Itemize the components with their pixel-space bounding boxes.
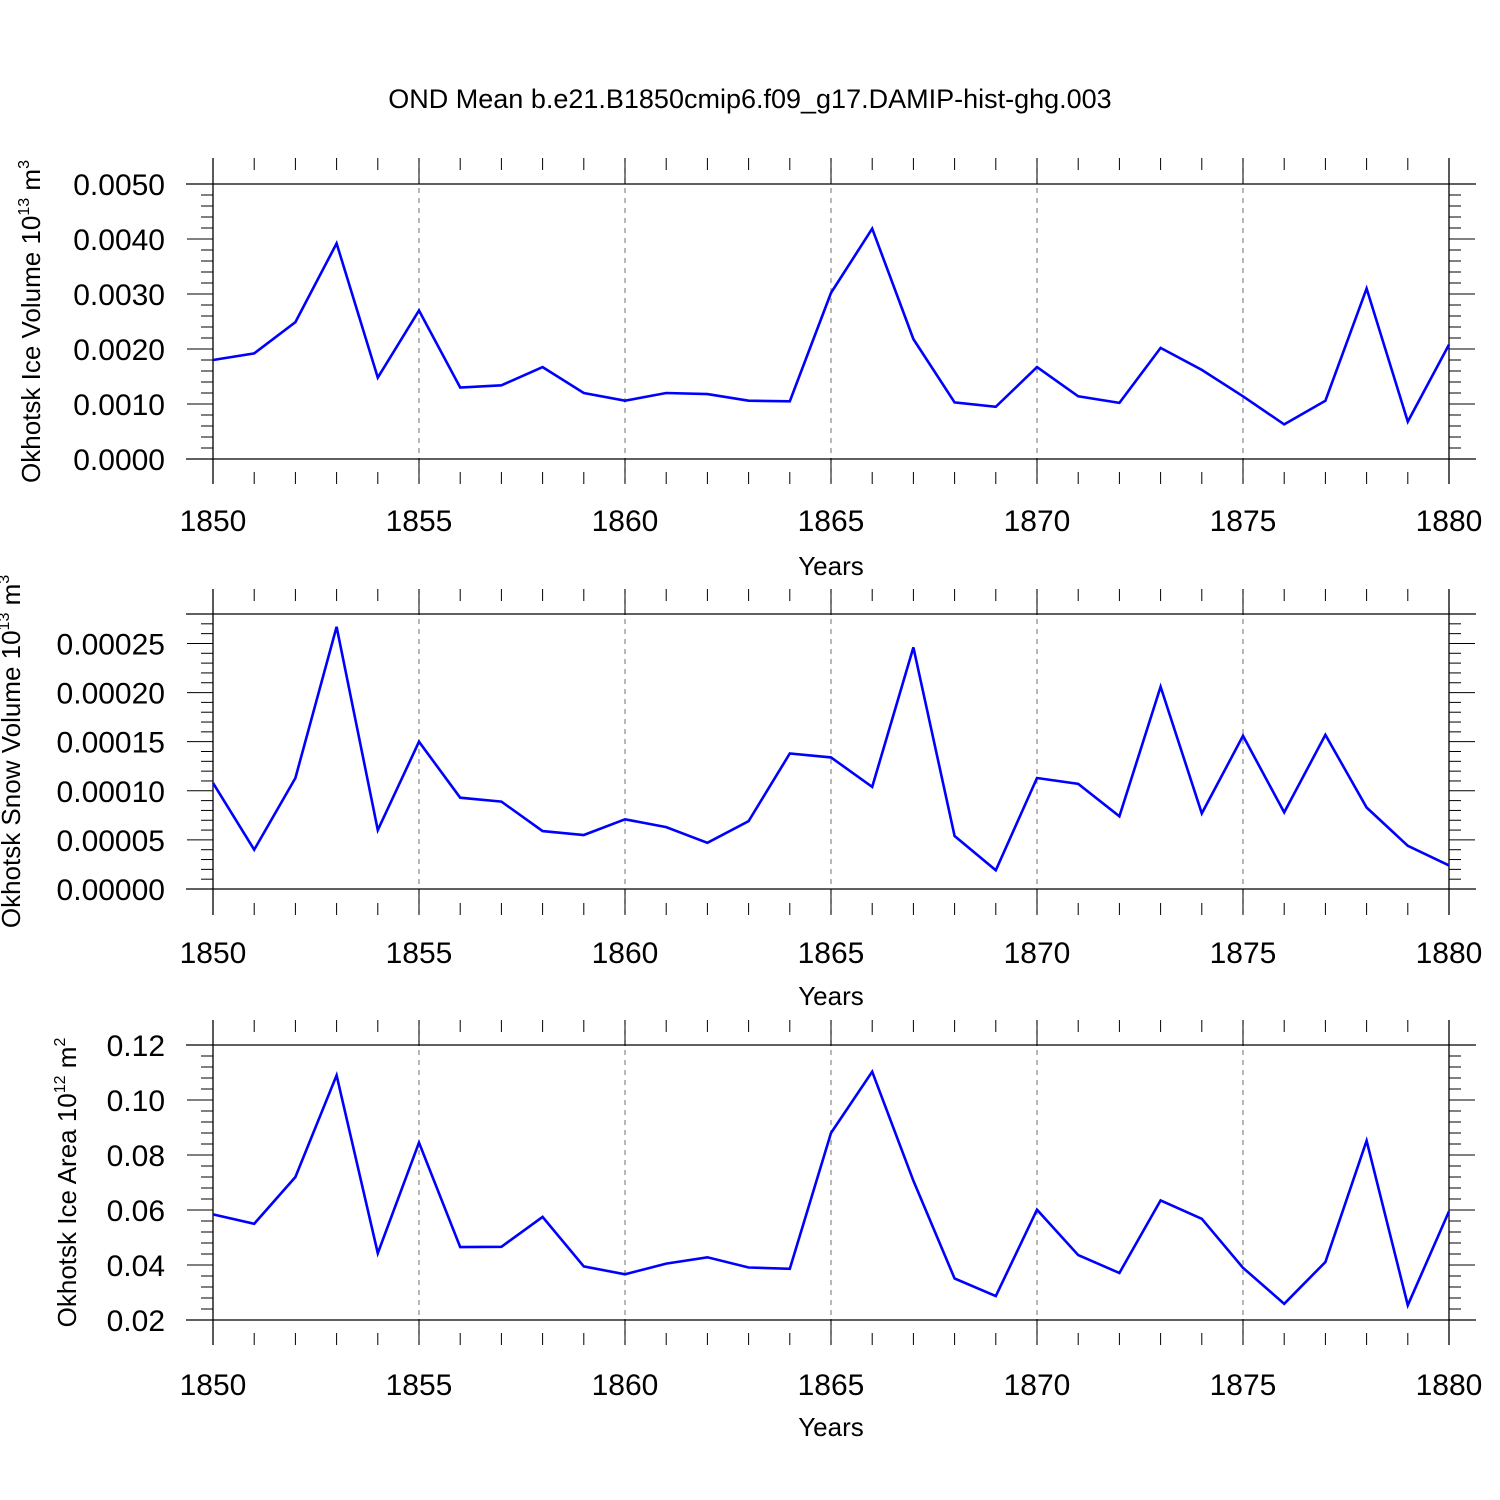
x-tick-label: 1850	[180, 1369, 247, 1402]
x-tick-label: 1850	[180, 937, 247, 970]
y-tick-label: 0.12	[107, 1030, 165, 1063]
x-tick-label: 1860	[592, 937, 659, 970]
y-axis-title-unit: m	[16, 169, 46, 198]
x-tick-label: 1865	[798, 937, 865, 970]
y-tick-label: 0.00020	[57, 678, 165, 711]
x-axis-title: Years	[798, 551, 864, 581]
x-tick-label: 1865	[798, 505, 865, 538]
chart-panels: 0.0000 0.0010 0.0020 0.0030 0.0040 0.0050 1850…	[0, 158, 1482, 1442]
y-tick-label: 0.0030	[73, 279, 165, 312]
x-tick-label: 1850	[180, 505, 247, 538]
y-axis-title-text: Okhotsk Snow Volume 10	[0, 630, 26, 928]
y-tick-label: 0.00005	[57, 825, 165, 858]
y-axis-title-text: Okhotsk Ice Area 10	[52, 1093, 82, 1327]
y-tick-label: 0.06	[107, 1195, 165, 1228]
x-tick-label: 1860	[592, 1369, 659, 1402]
x-tick-label: 1855	[386, 505, 453, 538]
panel-2: 0.00000 0.00005 0.00010 0.00015 0.00020 0.000…	[0, 575, 1482, 1011]
x-tick-label: 1870	[1004, 505, 1071, 538]
y-axis-title: Okhotsk Ice Area 1012 m2	[52, 1038, 82, 1328]
y-tick-label: 0.10	[107, 1085, 165, 1118]
y-axis-title-unit-exponent: 3	[0, 575, 13, 584]
x-tick-label: 1875	[1210, 505, 1277, 538]
y-tick-label: 0.0040	[73, 224, 165, 257]
panel-3: 0.02 0.04 0.06 0.08 0.10 0.12 1850 1855 1860 1865…	[52, 1020, 1482, 1442]
y-axis-title: Okhotsk Ice Volume 1013 m3	[16, 160, 46, 483]
x-tick-label: 1870	[1004, 937, 1071, 970]
y-axis-title: Okhotsk Snow Volume 1013 m3	[0, 575, 26, 928]
x-tick-label: 1855	[386, 937, 453, 970]
y-axis-title-unit-exponent: 2	[52, 1038, 69, 1047]
y-tick-label: 0.00010	[57, 776, 165, 809]
y-tick-label: 0.02	[107, 1305, 165, 1338]
y-axis-title-text: Okhotsk Ice Volume 10	[16, 216, 46, 483]
x-axis-title: Years	[798, 981, 864, 1011]
x-tick-label: 1875	[1210, 1369, 1277, 1402]
x-tick-label: 1880	[1416, 1369, 1483, 1402]
y-tick-label: 0.00015	[57, 727, 165, 760]
x-tick-label: 1865	[798, 1369, 865, 1402]
y-tick-label: 0.0020	[73, 334, 165, 367]
x-tick-label: 1860	[592, 505, 659, 538]
series-line	[212, 1068, 1451, 1310]
x-tick-label: 1875	[1210, 937, 1277, 970]
x-tick-label: 1880	[1416, 505, 1483, 538]
y-axis-title-unit: m	[0, 584, 26, 613]
y-tick-label: 0.00025	[57, 628, 165, 661]
chart-title: OND Mean b.e21.B1850cmip6.f09_g17.DAMIP-…	[388, 84, 1111, 114]
y-axis-title-unit: m	[52, 1047, 82, 1076]
x-tick-label: 1855	[386, 1369, 453, 1402]
x-axis-title: Years	[798, 1412, 864, 1442]
series-line	[211, 626, 1450, 873]
y-tick-label: 0.0000	[73, 444, 165, 477]
panel-1: 0.0000 0.0010 0.0020 0.0030 0.0040 0.0050 1850…	[16, 158, 1482, 581]
y-axis-title-unit-exponent: 3	[16, 160, 33, 169]
y-axis-title-exponent: 13	[0, 613, 13, 631]
x-tick-label: 1870	[1004, 1369, 1071, 1402]
y-tick-label: 0.08	[107, 1140, 165, 1173]
y-tick-label: 0.0010	[73, 389, 165, 422]
series-line	[212, 225, 1451, 426]
y-axis-title-exponent: 12	[52, 1075, 69, 1093]
y-axis-title-exponent: 13	[16, 198, 33, 216]
y-tick-label: 0.04	[107, 1250, 165, 1283]
x-tick-label: 1880	[1416, 937, 1483, 970]
y-tick-label: 0.00000	[57, 874, 165, 907]
y-tick-label: 0.0050	[73, 169, 165, 202]
